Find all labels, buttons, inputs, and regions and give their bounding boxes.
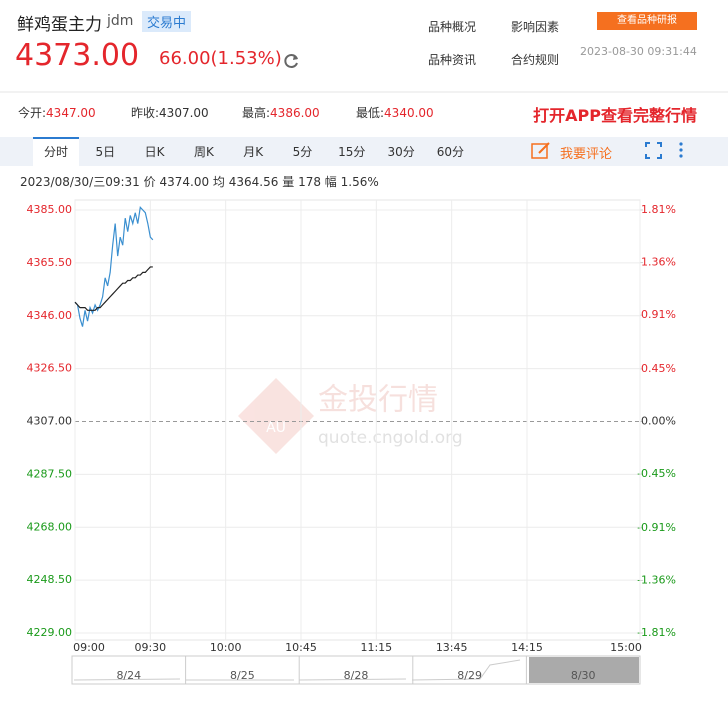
x-tick-label: 14:15 bbox=[511, 641, 543, 654]
info-label: 价 bbox=[143, 175, 156, 189]
info-label: 量 bbox=[282, 175, 295, 189]
instrument-name: 鲜鸡蛋主力 bbox=[17, 15, 102, 35]
y-tick-label: 4346.00 bbox=[27, 309, 73, 322]
navigator-label: 8/24 bbox=[116, 669, 141, 682]
y2-tick-label: -1.36% bbox=[637, 573, 676, 586]
x-tick-label: 09:00 bbox=[73, 641, 105, 654]
x-tick-label: 15:00 bbox=[610, 641, 642, 654]
nav-link[interactable]: 品种资讯 bbox=[428, 53, 477, 67]
watermark-title: 金投行情 bbox=[318, 383, 438, 418]
stat: 昨收:4307.00 bbox=[131, 104, 209, 121]
timestamp: 2023-08-30 09:31:44 bbox=[580, 45, 697, 58]
tab[interactable]: 5日 bbox=[95, 145, 116, 159]
tab[interactable]: 5分 bbox=[292, 145, 313, 159]
tab[interactable]: 60分 bbox=[436, 145, 465, 159]
last-price: 4373.00 bbox=[15, 38, 140, 73]
info-value: 1.56% bbox=[340, 175, 379, 189]
stat: 最低:4340.00 bbox=[356, 104, 434, 121]
x-tick-label: 13:45 bbox=[436, 641, 468, 654]
info-value: 178 bbox=[298, 175, 321, 189]
stat-label: 昨收: bbox=[131, 106, 160, 120]
refresh-button[interactable] bbox=[283, 52, 301, 70]
x-tick-label: 10:45 bbox=[285, 641, 317, 654]
series-line bbox=[74, 266, 153, 311]
y2-tick-label: -1.81% bbox=[637, 626, 676, 639]
info-value: 4374.00 bbox=[159, 175, 210, 189]
y-tick-label: 4248.50 bbox=[27, 573, 73, 586]
stat: 今开:4347.00 bbox=[18, 104, 96, 121]
x-tick-label: 10:00 bbox=[210, 641, 242, 654]
toolbar-icons[interactable] bbox=[645, 142, 689, 160]
edit-icon[interactable] bbox=[531, 142, 551, 160]
y2-tick-label: -0.45% bbox=[637, 467, 676, 480]
comment-link[interactable]: 我要评论 bbox=[560, 147, 613, 162]
tab[interactable]: 周K bbox=[193, 145, 214, 159]
navigator-label: 8/25 bbox=[230, 669, 255, 682]
navigator-label: 8/28 bbox=[344, 669, 369, 682]
app-promo[interactable]: 打开APP查看完整行情 bbox=[533, 106, 697, 125]
x-tick-label: 09:30 bbox=[134, 641, 166, 654]
y2-tick-label: -0.91% bbox=[637, 521, 676, 534]
y-tick-label: 4326.50 bbox=[27, 362, 73, 375]
nav-link[interactable]: 影响因素 bbox=[511, 20, 560, 34]
stat-label: 今开: bbox=[18, 106, 47, 120]
y2-tick-label: 0.45% bbox=[641, 362, 676, 375]
stat-value: 4340.00 bbox=[384, 106, 434, 120]
tab[interactable]: 30分 bbox=[387, 145, 415, 159]
tab-bar bbox=[0, 137, 728, 166]
series-line bbox=[74, 205, 154, 327]
stat-label: 最高: bbox=[242, 106, 271, 120]
stat-value: 4307.00 bbox=[159, 106, 209, 120]
y2-tick-label: 1.36% bbox=[641, 256, 676, 269]
nav-link[interactable]: 合约规则 bbox=[511, 53, 560, 67]
info-line: 2023/08/30/三09:31 价 4374.00 均 4364.56 量 … bbox=[20, 173, 379, 190]
watermark-url: quote.cngold.org bbox=[318, 428, 463, 448]
info-label: 幅 bbox=[324, 175, 337, 189]
nav-link[interactable]: 品种概况 bbox=[428, 20, 477, 34]
y2-tick-label: 0.91% bbox=[641, 308, 676, 321]
svg-text:AU: AU bbox=[266, 420, 286, 436]
navigator-label: 8/30 bbox=[571, 669, 596, 682]
research-button[interactable]: 查看品种研报 bbox=[597, 12, 697, 30]
navigator-window[interactable] bbox=[529, 657, 639, 683]
info-value: 4364.56 bbox=[228, 175, 279, 189]
info-time: 2023/08/30/三09:31 bbox=[20, 175, 140, 189]
y2-tick-label: 1.81% bbox=[641, 203, 676, 216]
status-badge: 交易中 bbox=[142, 11, 192, 32]
stat-value: 4386.00 bbox=[270, 106, 320, 120]
plot-frame bbox=[74, 199, 641, 641]
tab[interactable]: 15分 bbox=[338, 145, 366, 159]
y-tick-label: 4385.00 bbox=[27, 203, 73, 216]
instrument-code: jdm bbox=[107, 13, 134, 29]
stat: 最高:4386.00 bbox=[242, 104, 320, 121]
watermark: AU 金投行情 quote.cngold.org bbox=[238, 378, 463, 454]
info-label: 均 bbox=[212, 175, 225, 189]
x-tick-label: 11:15 bbox=[360, 641, 392, 654]
navigator-trace bbox=[73, 659, 521, 681]
stat-label: 最低: bbox=[356, 106, 385, 120]
y-tick-label: 4287.50 bbox=[27, 467, 73, 480]
stat-value: 4347.00 bbox=[46, 106, 96, 120]
y2-tick-label: 0.00% bbox=[641, 415, 676, 428]
y-tick-label: 4307.00 bbox=[27, 415, 73, 428]
navigator-label: 8/29 bbox=[457, 669, 482, 682]
y-tick-label: 4229.00 bbox=[27, 626, 73, 639]
y-tick-label: 4365.50 bbox=[27, 256, 73, 269]
tab[interactable]: 日K bbox=[144, 145, 165, 159]
tab[interactable]: 分时 bbox=[33, 137, 79, 166]
tab[interactable]: 月K bbox=[243, 145, 264, 159]
y-tick-label: 4268.00 bbox=[27, 520, 73, 533]
price-change: 66.00(1.53%) bbox=[159, 48, 282, 69]
